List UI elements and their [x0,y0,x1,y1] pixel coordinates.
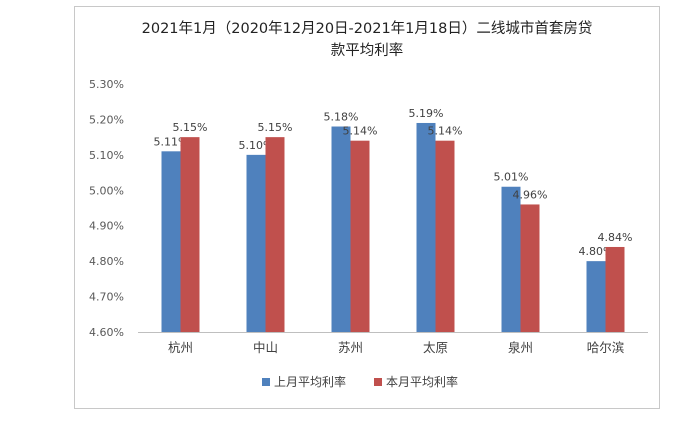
legend-swatch [374,378,382,386]
x-tick-label: 苏州 [338,340,363,355]
data-label: 5.14% [343,125,378,138]
y-tick-label: 4.70% [89,291,124,304]
data-label: 5.18% [324,111,359,124]
x-tick-label: 哈尔滨 [587,340,625,355]
bar-this-month [180,137,200,332]
y-tick-label: 4.80% [89,255,124,268]
data-label: 5.10% [239,139,274,152]
x-tick-label: 中山 [253,340,278,355]
chart-title-line-1: 2021年1月（2020年12月20日-2021年1月18日）二线城市首套房贷 [141,21,593,37]
bar-last-month [501,186,521,332]
data-label: 5.15% [258,121,293,134]
chart-title-line-2: 款平均利率 [330,43,404,59]
x-tick-label: 泉州 [508,340,533,355]
legend-label: 本月平均利率 [386,374,458,389]
y-tick-label: 4.90% [89,220,124,233]
data-label: 5.19% [409,107,444,120]
legend-label: 上月平均利率 [274,374,346,389]
y-tick-label: 5.10% [89,149,124,162]
bar-last-month [331,126,351,332]
data-label: 4.96% [513,188,548,201]
bar-this-month [350,140,370,332]
data-label: 4.84% [598,231,633,244]
bar-last-month [161,151,181,332]
y-tick-label: 4.60% [89,326,124,339]
y-tick-label: 5.00% [89,184,124,197]
bar-last-month [416,122,436,332]
bar-this-month [605,246,625,332]
data-label: 4.80% [579,245,614,258]
legend-swatch [262,378,270,386]
bar-last-month [586,261,606,332]
y-tick-label: 5.30% [89,78,124,91]
data-label: 5.11% [154,135,189,148]
bar-this-month [435,140,455,332]
bar-this-month [265,137,285,332]
chart-title: 2021年1月（2020年12月20日-2021年1月18日）二线城市首套房贷 … [74,18,660,62]
bar-this-month [520,204,540,332]
bar-last-month [246,154,266,332]
data-label: 5.01% [494,171,529,184]
x-tick-label: 太原 [423,340,448,355]
data-label: 5.14% [428,125,463,138]
y-tick-label: 5.20% [89,113,124,126]
x-tick-label: 杭州 [168,340,193,355]
data-label: 5.15% [173,121,208,134]
